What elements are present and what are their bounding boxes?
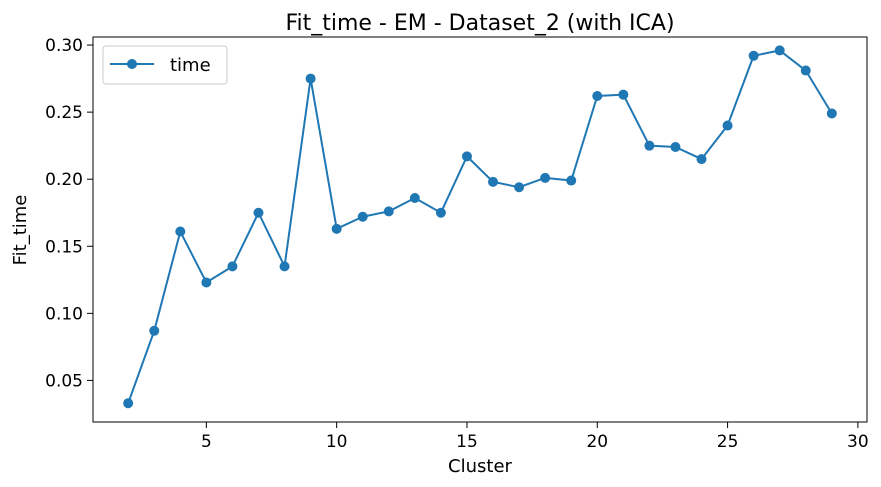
data-point (566, 175, 577, 186)
x-tick-label: 20 (586, 432, 608, 452)
data-point (123, 398, 134, 409)
data-point (201, 277, 212, 288)
x-tick-label: 30 (847, 432, 869, 452)
data-point (644, 140, 655, 151)
y-axis: 0.05 0.10 0.15 0.20 0.25 0.30 (45, 36, 93, 391)
y-tick-label: 0.05 (45, 371, 83, 391)
series-line (127, 49, 833, 404)
x-tick-label: 5 (201, 432, 212, 452)
y-tick-label: 0.30 (45, 36, 83, 56)
legend: time (102, 45, 228, 85)
data-point (357, 211, 368, 222)
data-point (149, 325, 160, 336)
data-point (670, 142, 681, 152)
legend-box (102, 45, 228, 85)
data-point (592, 91, 603, 102)
y-tick-label: 0.25 (45, 103, 83, 123)
data-point (488, 176, 499, 187)
data-point (800, 65, 811, 76)
data-point (748, 50, 759, 61)
data-point (774, 45, 785, 56)
data-point (514, 182, 525, 193)
data-point (409, 192, 420, 203)
y-tick-label: 0.10 (45, 304, 83, 324)
series-layer (123, 45, 837, 409)
data-point (722, 120, 733, 131)
legend-marker (127, 59, 137, 69)
data-point (383, 206, 394, 217)
chart-title: Fit_time - EM - Dataset_2 (with ICA) (285, 11, 674, 36)
data-point (461, 151, 472, 162)
x-tick-label: 10 (326, 432, 348, 452)
x-tick-label: 25 (717, 432, 739, 452)
data-point (826, 108, 837, 119)
data-point (253, 207, 264, 218)
plot-area (92, 36, 868, 423)
data-point (540, 172, 551, 183)
data-point (279, 261, 290, 272)
data-point (618, 89, 629, 100)
y-axis-label: Fit_time (10, 195, 31, 266)
data-point (175, 226, 186, 237)
data-point (305, 73, 316, 84)
x-tick-label: 15 (456, 432, 478, 452)
y-tick-label: 0.20 (45, 170, 83, 190)
data-point (435, 207, 446, 218)
data-point (227, 261, 238, 272)
legend-label: time (170, 55, 211, 76)
data-point (331, 223, 342, 234)
x-axis: 5 10 15 20 25 30 (201, 422, 869, 452)
x-axis-label: Cluster (448, 456, 512, 477)
y-tick-label: 0.15 (45, 237, 83, 257)
data-point (696, 154, 707, 165)
